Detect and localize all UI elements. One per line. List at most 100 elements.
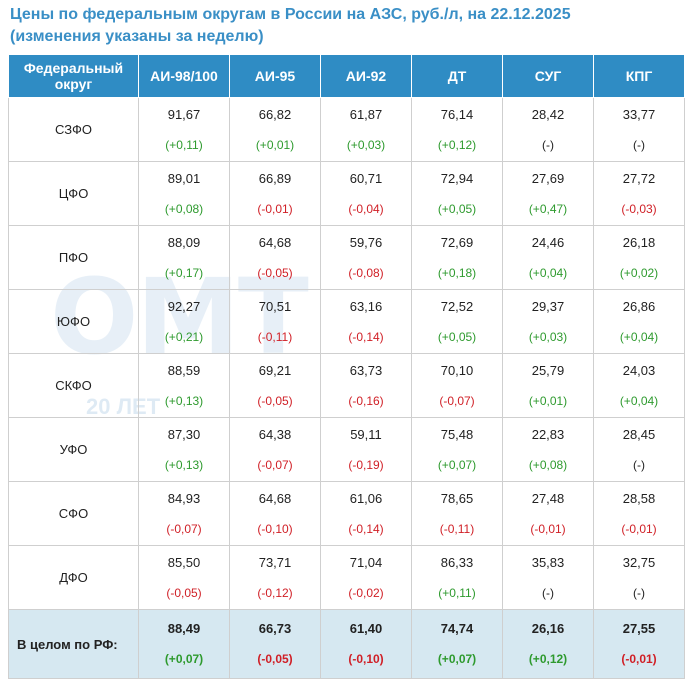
price-value: 61,40 <box>349 621 383 636</box>
price-cell-sug: 35,83 (-) <box>502 545 594 610</box>
table-row: УФО 87,30 (+0,13) 64,38 (-0,07) 59,11 (-0,19) 7… <box>8 417 685 482</box>
price-change: (-) <box>542 137 554 152</box>
price-value: 66,73 <box>258 621 292 636</box>
table-row: ПФО 88,09 (+0,17) 64,68 (-0,05) 59,76 (-0,08) 7… <box>8 225 685 290</box>
price-cell-ai98: 89,01 (+0,08) <box>138 161 230 226</box>
page-title: Цены по федеральным округам в России на … <box>10 4 685 48</box>
price-cell-ai92: 61,40 (-0,10) <box>320 609 412 679</box>
table-row: ЮФО 92,27 (+0,21) 70,51 (-0,11) 63,16 (-0,14) 7… <box>8 289 685 354</box>
price-cell-ai92: 63,16 (-0,14) <box>320 289 412 354</box>
price-cell-ai98: 88,49 (+0,07) <box>138 609 230 679</box>
price-cell-dt: 70,10 (-0,07) <box>411 353 503 418</box>
price-change: (-0,05) <box>166 585 202 600</box>
price-change: (-0,14) <box>348 329 384 344</box>
price-cell-ai98: 84,93 (-0,07) <box>138 481 230 546</box>
price-change: (-) <box>633 457 645 472</box>
price-value: 64,38 <box>258 426 292 442</box>
price-value: 29,37 <box>531 298 565 314</box>
price-cell-ai98: 88,09 (+0,17) <box>138 225 230 290</box>
price-change: (-0,01) <box>257 201 293 216</box>
price-value: 24,03 <box>622 362 656 378</box>
price-cell-ai95: 69,21 (-0,05) <box>229 353 321 418</box>
price-value: 59,76 <box>349 234 383 250</box>
table-row: ДФО 85,50 (-0,05) 73,71 (-0,12) 71,04 (-0,02) 8… <box>8 545 685 610</box>
col-header-region: Федеральный округ <box>8 54 139 98</box>
price-value: 76,14 <box>440 106 474 122</box>
price-value: 88,09 <box>167 234 201 250</box>
price-cell-ai92: 59,11 (-0,19) <box>320 417 412 482</box>
table-row: ЦФО 89,01 (+0,08) 66,89 (-0,01) 60,71 (-0,04) 7… <box>8 161 685 226</box>
price-value: 27,55 <box>622 621 656 636</box>
price-change: (-0,07) <box>166 521 202 536</box>
price-change: (-0,11) <box>439 521 475 536</box>
price-value: 24,46 <box>531 234 565 250</box>
table-row: СКФО 88,59 (+0,13) 69,21 (-0,05) 63,73 (-0,16)… <box>8 353 685 418</box>
price-cell-sug: 27,48 (-0,01) <box>502 481 594 546</box>
price-value: 75,48 <box>440 426 474 442</box>
price-value: 33,77 <box>622 106 656 122</box>
price-change: (-0,07) <box>439 393 475 408</box>
price-value: 78,65 <box>440 490 474 506</box>
price-cell-ai95: 66,89 (-0,01) <box>229 161 321 226</box>
price-cell-dt: 72,94 (+0,05) <box>411 161 503 226</box>
price-value: 26,86 <box>622 298 656 314</box>
price-cell-ai95: 73,71 (-0,12) <box>229 545 321 610</box>
price-cell-dt: 74,74 (+0,07) <box>411 609 503 679</box>
col-header-sug: СУГ <box>502 54 594 98</box>
price-cell-sug: 29,37 (+0,03) <box>502 289 594 354</box>
price-cell-kpg: 28,45 (-) <box>593 417 685 482</box>
col-header-ai92: АИ-92 <box>320 54 412 98</box>
price-change: (+0,04) <box>619 329 659 344</box>
price-value: 64,68 <box>258 490 292 506</box>
price-cell-ai95: 64,68 (-0,10) <box>229 481 321 546</box>
price-change: (+0,13) <box>164 393 204 408</box>
price-change: (+0,18) <box>437 265 477 280</box>
region-cell: СКФО <box>8 353 139 418</box>
price-cell-dt: 72,52 (+0,05) <box>411 289 503 354</box>
price-change: (+0,13) <box>164 457 204 472</box>
price-cell-dt: 76,14 (+0,12) <box>411 97 503 162</box>
price-cell-sug: 27,69 (+0,47) <box>502 161 594 226</box>
price-change: (-) <box>633 137 645 152</box>
price-change: (+0,17) <box>164 265 204 280</box>
price-change: (+0,07) <box>437 652 477 666</box>
price-value: 70,10 <box>440 362 474 378</box>
price-value: 60,71 <box>349 170 383 186</box>
price-cell-ai98: 92,27 (+0,21) <box>138 289 230 354</box>
table-row: СФО 84,93 (-0,07) 64,68 (-0,10) 61,06 (-0,14) 7… <box>8 481 685 546</box>
price-value: 92,27 <box>167 298 201 314</box>
price-cell-ai95: 66,73 (-0,05) <box>229 609 321 679</box>
price-cell-ai92: 61,87 (+0,03) <box>320 97 412 162</box>
price-value: 61,06 <box>349 490 383 506</box>
region-cell: УФО <box>8 417 139 482</box>
region-cell: СЗФО <box>8 97 139 162</box>
header-row: Федеральный округ АИ-98/100 АИ-95 АИ-92 … <box>8 54 685 98</box>
price-cell-sug: 25,79 (+0,01) <box>502 353 594 418</box>
price-change: (+0,01) <box>528 393 568 408</box>
price-value: 74,74 <box>440 621 474 636</box>
price-cell-sug: 28,42 (-) <box>502 97 594 162</box>
price-cell-kpg: 27,72 (-0,03) <box>593 161 685 226</box>
price-value: 64,68 <box>258 234 292 250</box>
price-change: (+0,03) <box>346 137 386 152</box>
price-change: (+0,12) <box>528 652 568 666</box>
region-cell: В целом по РФ: <box>8 609 139 679</box>
price-cell-dt: 78,65 (-0,11) <box>411 481 503 546</box>
price-value: 28,42 <box>531 106 565 122</box>
price-cell-dt: 72,69 (+0,18) <box>411 225 503 290</box>
price-cell-ai98: 87,30 (+0,13) <box>138 417 230 482</box>
region-cell: СФО <box>8 481 139 546</box>
price-value: 72,52 <box>440 298 474 314</box>
price-value: 89,01 <box>167 170 201 186</box>
price-value: 26,18 <box>622 234 656 250</box>
price-change: (+0,04) <box>619 393 659 408</box>
price-change: (+0,03) <box>528 329 568 344</box>
price-value: 32,75 <box>622 554 656 570</box>
price-value: 28,58 <box>622 490 656 506</box>
price-value: 86,33 <box>440 554 474 570</box>
region-cell: ЮФО <box>8 289 139 354</box>
price-change: (+0,21) <box>164 329 204 344</box>
price-value: 66,89 <box>258 170 292 186</box>
price-value: 88,49 <box>167 621 201 636</box>
price-value: 73,71 <box>258 554 292 570</box>
